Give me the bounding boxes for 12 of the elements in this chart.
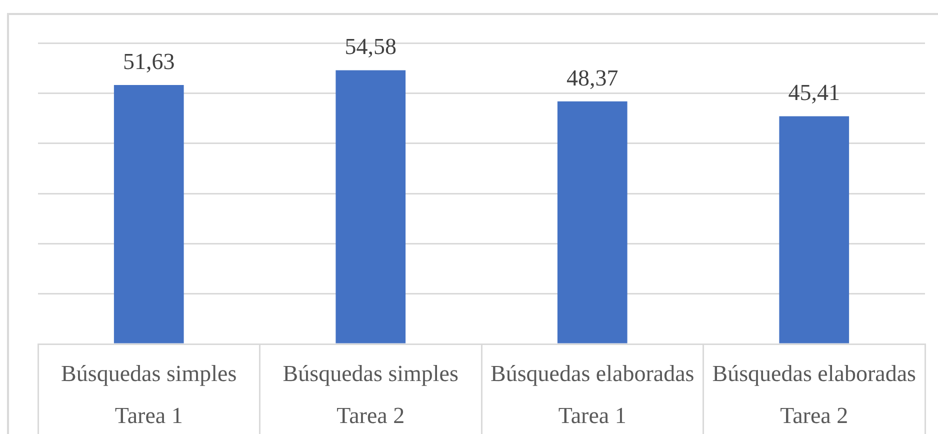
x-tick-label: Búsquedas simples Tarea 1 bbox=[61, 361, 237, 428]
bar bbox=[114, 84, 184, 344]
x-tick-label: Búsquedas elaboradas Tarea 2 bbox=[712, 361, 916, 428]
bar bbox=[336, 70, 406, 344]
bar bbox=[557, 101, 628, 344]
data-label: 51,63 bbox=[123, 48, 175, 74]
data-label: 48,37 bbox=[566, 65, 618, 90]
x-tick-label: Búsquedas elaboradas Tarea 1 bbox=[490, 361, 694, 428]
data-label: 54,58 bbox=[344, 34, 396, 60]
data-label: 45,41 bbox=[788, 80, 840, 106]
bar bbox=[779, 116, 850, 344]
x-tick-label: Búsquedas simples Tarea 2 bbox=[282, 361, 459, 428]
